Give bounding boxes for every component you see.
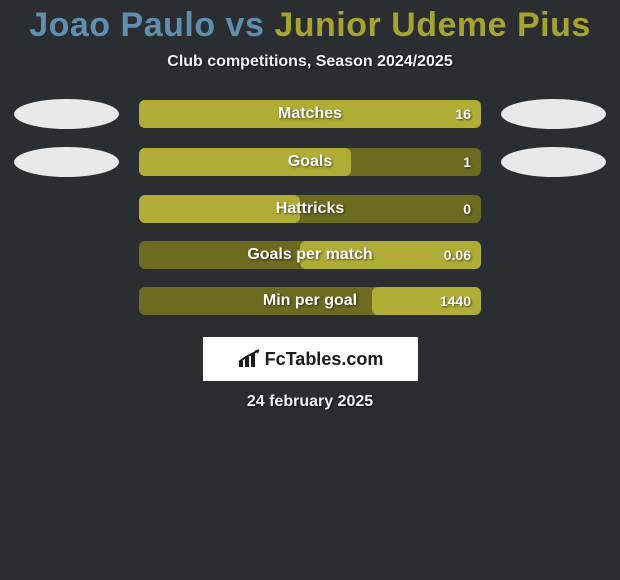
stat-label: Goals: [288, 153, 332, 171]
player-ellipse-left: [14, 99, 119, 129]
stat-value: 0.06: [444, 247, 471, 263]
title-player1: Joao Paulo: [29, 6, 215, 44]
stat-bar: Hattricks 0: [139, 195, 481, 223]
subtitle: Club competitions, Season 2024/2025: [0, 53, 620, 99]
stat-row: Goals 1: [0, 147, 620, 177]
stat-bar: Matches 16: [139, 100, 481, 128]
stat-value: 16: [455, 106, 471, 122]
stat-row: Matches 16: [0, 99, 620, 129]
title-player2: Junior Udeme Pius: [274, 6, 590, 44]
stat-value: 1440: [440, 293, 471, 309]
stat-bar: Min per goal 1440: [139, 287, 481, 315]
stat-value: 1: [463, 154, 471, 170]
title-vs: vs: [216, 6, 275, 44]
stat-bar: Goals per match 0.06: [139, 241, 481, 269]
stat-row: Goals per match 0.06: [0, 241, 620, 269]
stat-label: Min per goal: [263, 292, 357, 310]
logo: FcTables.com: [237, 349, 384, 370]
player-ellipse-left: [14, 147, 119, 177]
page-title: Joao Paulo vs Junior Udeme Pius: [0, 4, 620, 53]
logo-text: FcTables.com: [265, 349, 384, 370]
stat-row: Hattricks 0: [0, 195, 620, 223]
bars-icon: [237, 349, 263, 369]
comparison-card: Joao Paulo vs Junior Udeme Pius Club com…: [0, 0, 620, 411]
player-ellipse-right: [501, 147, 606, 177]
stat-label: Matches: [278, 105, 342, 123]
stat-label: Goals per match: [247, 246, 372, 264]
stat-rows: Matches 16 Goals 1 Hattricks 0 Goals per match…: [0, 99, 620, 315]
date-text: 24 february 2025: [0, 393, 620, 411]
logo-box[interactable]: FcTables.com: [203, 337, 418, 381]
player-ellipse-right: [501, 99, 606, 129]
stat-bar: Goals 1: [139, 148, 481, 176]
stat-value: 0: [463, 201, 471, 217]
stat-label: Hattricks: [276, 200, 344, 218]
stat-row: Min per goal 1440: [0, 287, 620, 315]
